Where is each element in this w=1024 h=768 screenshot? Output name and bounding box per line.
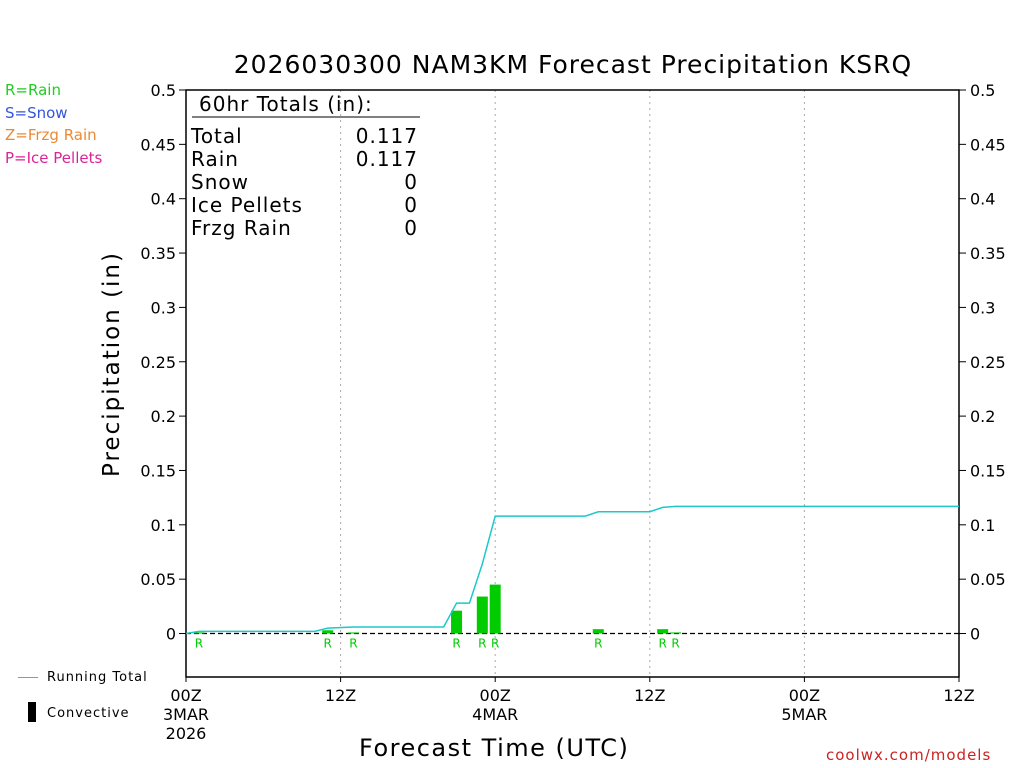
running-total-line bbox=[185, 505, 959, 635]
running-total-legend-line bbox=[18, 677, 38, 678]
y-tick-label-left: 0.5 bbox=[151, 81, 176, 100]
totals-header: 60hr Totals (in): bbox=[199, 92, 373, 116]
precip-type-letter: R bbox=[671, 637, 679, 651]
precip-bar bbox=[489, 584, 501, 634]
precip-type-letter: R bbox=[659, 637, 667, 651]
x-tick-label: 00Z bbox=[789, 686, 820, 705]
x-tick-label: 00Z bbox=[480, 686, 511, 705]
totals-row-label: Total bbox=[190, 124, 243, 148]
convective-legend-swatch bbox=[28, 702, 36, 722]
y-tick-label-left: 0.05 bbox=[140, 570, 176, 589]
totals-row-value: 0.117 bbox=[356, 147, 418, 171]
precip-bar bbox=[657, 629, 669, 634]
y-tick-label-left: 0.3 bbox=[151, 298, 176, 317]
totals-row-label: Ice Pellets bbox=[191, 193, 303, 217]
x-tick-date-label: 4MAR bbox=[472, 705, 518, 724]
convective-legend-label: Convective bbox=[47, 706, 130, 721]
totals-row-label: Frzg Rain bbox=[191, 216, 292, 240]
credit-text: coolwx.com/models bbox=[826, 746, 992, 764]
y-tick-label-right: 0.4 bbox=[970, 190, 995, 209]
y-tick-label-right: 0.45 bbox=[970, 135, 1006, 154]
legend-freezing-rain: Z=Frzg Rain bbox=[5, 126, 97, 144]
totals-row-value: 0.117 bbox=[356, 124, 418, 148]
plot-frame bbox=[185, 89, 960, 678]
y-tick-label-left: 0.15 bbox=[140, 461, 176, 480]
precip-type-letter: R bbox=[594, 637, 602, 651]
precip-bar bbox=[451, 610, 463, 634]
y-tick-label-left: 0.2 bbox=[151, 407, 176, 426]
y-tick-label-right: 0.05 bbox=[970, 570, 1006, 589]
y-tick-label-left: 0.25 bbox=[140, 353, 176, 372]
x-tick-year-label: 2026 bbox=[166, 724, 207, 743]
y-tick-label-left: 0.4 bbox=[151, 190, 176, 209]
legend-ice-pellets: P=Ice Pellets bbox=[5, 149, 103, 167]
x-tick-label: 12Z bbox=[943, 686, 974, 705]
y-tick-label-right: 0.2 bbox=[970, 407, 995, 426]
y-tick-label-right: 0.25 bbox=[970, 353, 1006, 372]
precip-bar bbox=[347, 632, 359, 634]
x-tick-label: 12Z bbox=[634, 686, 665, 705]
y-tick-label-right: 0.35 bbox=[970, 244, 1006, 263]
precip-bar bbox=[592, 629, 604, 634]
x-axis-label: Forecast Time (UTC) bbox=[359, 734, 630, 762]
x-tick-label: 12Z bbox=[325, 686, 356, 705]
precip-bar bbox=[193, 632, 205, 634]
precip-type-letter: R bbox=[195, 637, 203, 651]
chart-title: 2026030300 NAM3KM Forecast Precipitation… bbox=[233, 50, 913, 79]
totals-row-value: 0 bbox=[404, 216, 418, 240]
precip-type-letter: R bbox=[491, 637, 499, 651]
legend-snow: S=Snow bbox=[5, 104, 68, 122]
legend-rain: R=Rain bbox=[5, 81, 61, 99]
precip-bar bbox=[476, 596, 488, 634]
totals-row-label: Snow bbox=[191, 170, 249, 194]
precip-type-letter: R bbox=[478, 637, 486, 651]
y-tick-label-right: 0 bbox=[970, 625, 980, 644]
precip-type-letter: R bbox=[452, 637, 460, 651]
y-tick-label-left: 0.1 bbox=[151, 516, 176, 535]
totals-row-value: 0 bbox=[404, 193, 418, 217]
y-tick-label-left: 0.35 bbox=[140, 244, 176, 263]
precip-type-letter: R bbox=[324, 637, 332, 651]
totals-row-label: Rain bbox=[191, 147, 239, 171]
y-tick-label-right: 0.15 bbox=[970, 461, 1006, 480]
x-tick-label: 00Z bbox=[170, 686, 201, 705]
y-tick-label-left: 0 bbox=[166, 625, 176, 644]
x-tick-date-label: 3MAR bbox=[163, 705, 209, 724]
running-total-legend-label: Running Total bbox=[47, 670, 148, 685]
precip-type-letter: R bbox=[349, 637, 357, 651]
y-tick-label-left: 0.45 bbox=[140, 135, 176, 154]
precip-bar bbox=[322, 630, 334, 634]
y-tick-label-right: 0.5 bbox=[970, 81, 995, 100]
x-tick-date-label: 5MAR bbox=[781, 705, 827, 724]
y-tick-label-right: 0.3 bbox=[970, 298, 995, 317]
y-tick-label-right: 0.1 bbox=[970, 516, 995, 535]
totals-row-value: 0 bbox=[404, 170, 418, 194]
precip-bar bbox=[670, 632, 682, 634]
